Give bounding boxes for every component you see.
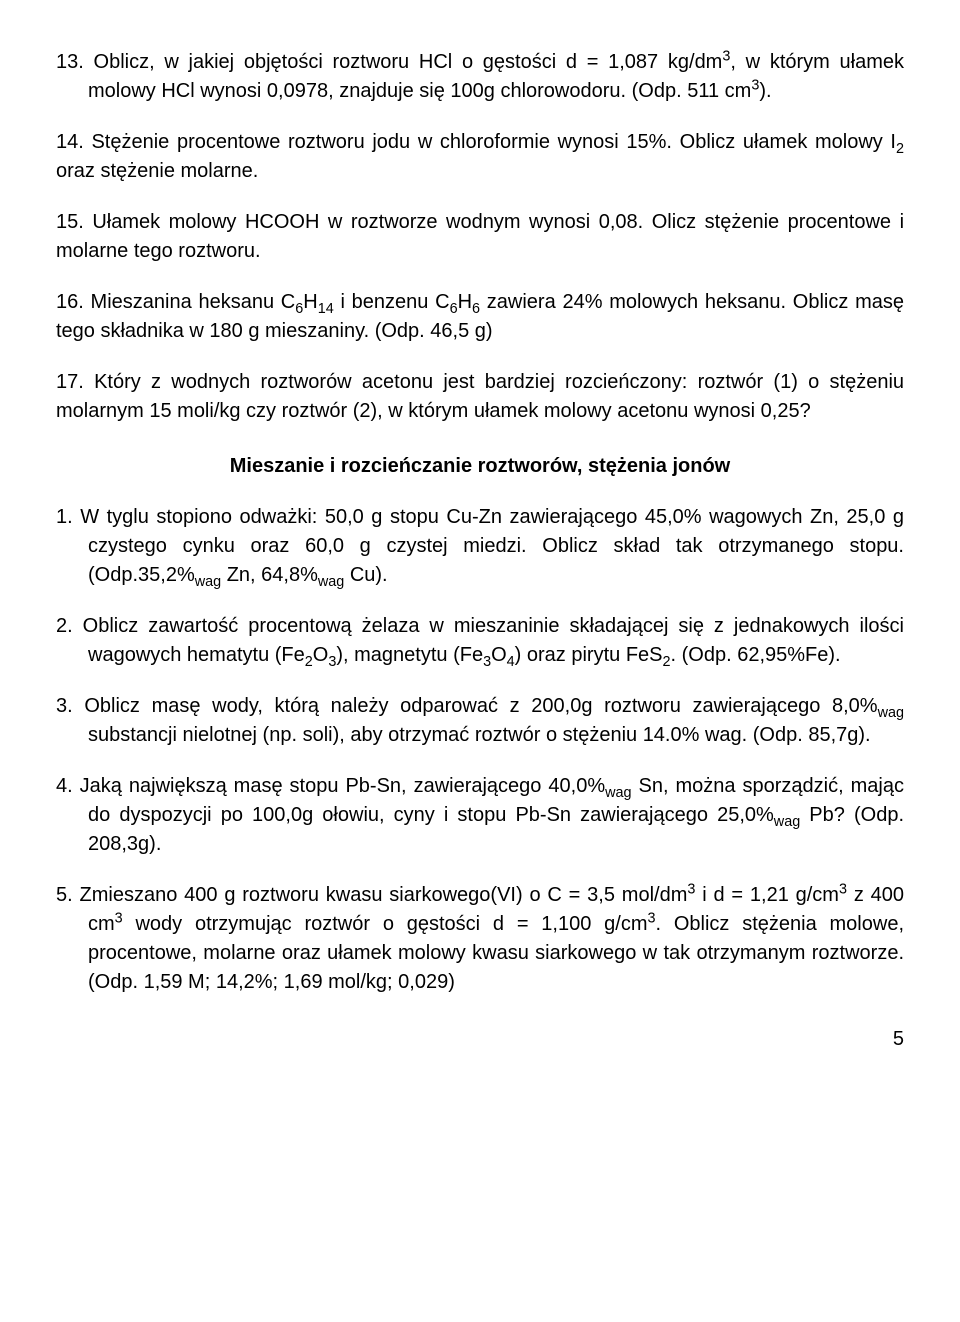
problem-number: 14.: [56, 131, 91, 153]
problem-item: 5. Zmieszano 400 g roztworu kwasu siarko…: [56, 881, 904, 997]
problem-text: Oblicz zawartość procentową żelaza w mie…: [83, 615, 904, 666]
problem-number: 15.: [56, 211, 92, 233]
problem-number: 16.: [56, 291, 91, 313]
problem-item: 3. Oblicz masę wody, którą należy odparo…: [56, 692, 904, 750]
problem-number: 3.: [56, 695, 84, 717]
problem-item: 17. Który z wodnych roztworów acetonu je…: [56, 368, 904, 426]
problem-text: W tyglu stopiono odważki: 50,0 g stopu C…: [80, 506, 904, 586]
problem-number: 1.: [56, 506, 80, 528]
problem-number: 2.: [56, 615, 83, 637]
problem-text: Który z wodnych roztworów acetonu jest b…: [56, 371, 904, 422]
problem-item: 2. Oblicz zawartość procentową żelaza w …: [56, 612, 904, 670]
section-heading: Mieszanie i rozcieńczanie roztworów, stę…: [56, 452, 904, 481]
problem-number: 5.: [56, 884, 80, 906]
problem-number: 17.: [56, 371, 94, 393]
problem-text: Oblicz masę wody, którą należy odparować…: [84, 695, 904, 746]
problem-text: Jaką największą masę stopu Pb-Sn, zawier…: [80, 775, 904, 855]
problem-text: Zmieszano 400 g roztworu kwasu siarkoweg…: [80, 884, 905, 993]
problem-text: Stężenie procentowe roztworu jodu w chlo…: [56, 131, 904, 182]
problem-number: 4.: [56, 775, 80, 797]
problem-number: 13.: [56, 51, 94, 73]
problem-item: 4. Jaką największą masę stopu Pb-Sn, zaw…: [56, 772, 904, 859]
problem-item: 13. Oblicz, w jakiej objętości roztworu …: [56, 48, 904, 106]
page-number: 5: [56, 1025, 904, 1054]
problem-text: Mieszanina heksanu C6H14 i benzenu C6H6 …: [56, 291, 904, 342]
problem-item: 14. Stężenie procentowe roztworu jodu w …: [56, 128, 904, 186]
problem-item: 1. W tyglu stopiono odważki: 50,0 g stop…: [56, 503, 904, 590]
problem-text: Ułamek molowy HCOOH w roztworze wodnym w…: [56, 211, 904, 262]
problem-item: 15. Ułamek molowy HCOOH w roztworze wodn…: [56, 208, 904, 266]
problem-text: Oblicz, w jakiej objętości roztworu HCl …: [88, 51, 904, 102]
problem-item: 16. Mieszanina heksanu C6H14 i benzenu C…: [56, 288, 904, 346]
